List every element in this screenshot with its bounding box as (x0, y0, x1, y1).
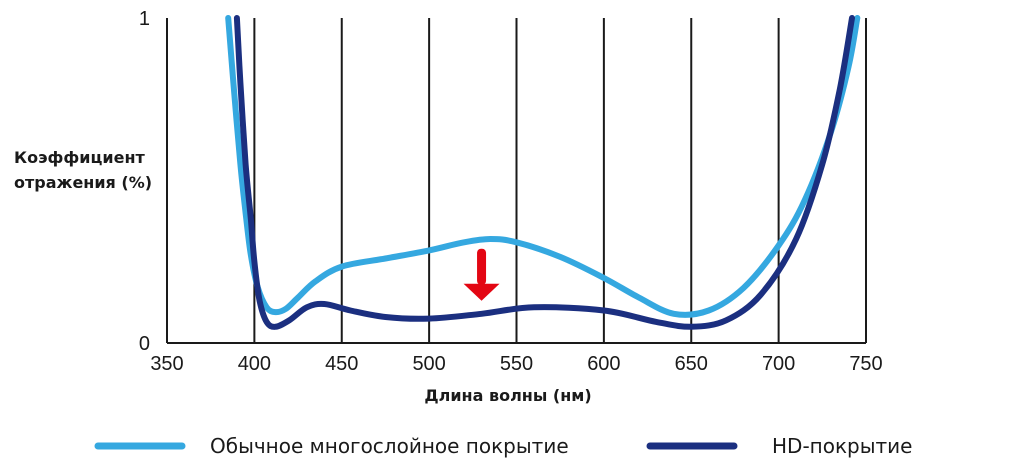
x-tick-label-500: 500 (412, 353, 445, 375)
y-tick-label-0: 0 (139, 333, 150, 355)
y-axis-label-line-2: отражения (%) (14, 173, 152, 192)
series-line-regular (225, 15, 861, 318)
legend: Обычное многослойное покрытие HD-покрыти… (94, 434, 913, 458)
down-arrow-annotation (463, 248, 500, 301)
series-line-hd (233, 15, 855, 330)
arrow-shaft (477, 248, 487, 285)
chart-axes (166, 18, 866, 344)
x-tick-label-700: 700 (762, 353, 795, 375)
y-tick-label-1: 1 (139, 8, 150, 30)
legend-label-hd: HD-покрытие (772, 434, 913, 458)
y-tick-labels: 01 (139, 8, 150, 355)
x-tick-label-400: 400 (238, 353, 271, 375)
arrow-head (463, 283, 500, 301)
x-tick-label-350: 350 (150, 353, 183, 375)
y-axis-label-line-1: Коэффициент (14, 148, 145, 167)
x-tick-label-600: 600 (587, 353, 620, 375)
grid-lines (253, 18, 867, 343)
x-tick-label-750: 750 (849, 353, 882, 375)
x-axis-label: Длина волны (нм) (424, 386, 591, 405)
chart-annotations (463, 248, 500, 301)
x-tick-label-650: 650 (675, 353, 708, 375)
x-tick-label-450: 450 (325, 353, 358, 375)
chart-series (225, 15, 861, 330)
legend-label-regular: Обычное многослойное покрытие (210, 434, 569, 458)
x-tick-label-550: 550 (500, 353, 533, 375)
x-tick-labels: 350 400 450 500 550 600 650 700 750 (150, 353, 882, 375)
